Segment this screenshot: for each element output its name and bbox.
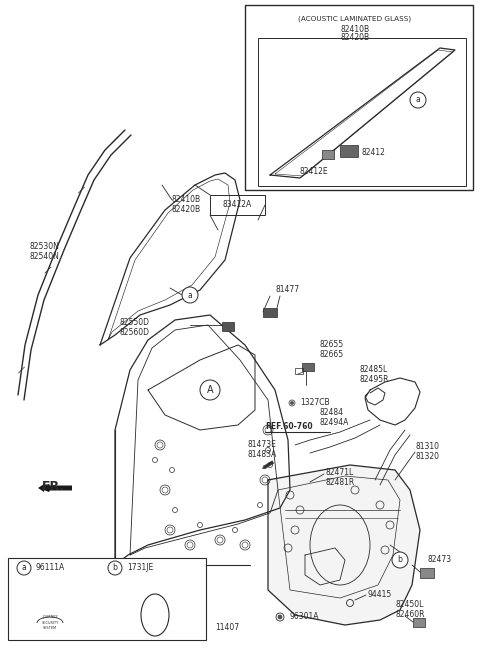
Circle shape bbox=[200, 380, 220, 400]
Text: 82412E: 82412E bbox=[300, 167, 329, 176]
Text: 96111A: 96111A bbox=[36, 563, 65, 572]
Text: 81473E
81483A: 81473E 81483A bbox=[248, 440, 277, 460]
Text: 82420B: 82420B bbox=[340, 33, 370, 42]
Text: 82485L
82495R: 82485L 82495R bbox=[360, 365, 389, 384]
Text: A: A bbox=[207, 385, 213, 395]
Text: 82412: 82412 bbox=[362, 148, 386, 157]
Text: a: a bbox=[416, 96, 420, 105]
Text: a: a bbox=[22, 564, 26, 572]
Text: 96301A: 96301A bbox=[290, 612, 320, 621]
Text: 82410B
82420B: 82410B 82420B bbox=[172, 195, 201, 214]
Text: a: a bbox=[188, 290, 192, 299]
Text: 11407: 11407 bbox=[215, 623, 239, 632]
Bar bbox=[295, 368, 303, 374]
Text: FR.: FR. bbox=[42, 480, 65, 493]
Text: 1731JE: 1731JE bbox=[127, 563, 153, 572]
Bar bbox=[302, 363, 314, 371]
Text: 81477: 81477 bbox=[275, 285, 299, 294]
Text: 83412A: 83412A bbox=[222, 200, 252, 209]
Circle shape bbox=[278, 615, 282, 619]
Text: 82484
82494A: 82484 82494A bbox=[320, 408, 349, 428]
Text: (ACOUSTIC LAMINATED GLASS): (ACOUSTIC LAMINATED GLASS) bbox=[299, 15, 411, 21]
Circle shape bbox=[410, 92, 426, 108]
Text: JOURNEY: JOURNEY bbox=[42, 615, 58, 619]
Circle shape bbox=[17, 561, 31, 575]
Bar bbox=[322, 150, 334, 159]
Polygon shape bbox=[268, 465, 420, 625]
Text: 81310
81320: 81310 81320 bbox=[415, 442, 439, 462]
Bar bbox=[245, 5, 473, 190]
Text: b: b bbox=[397, 555, 402, 564]
FancyArrow shape bbox=[263, 461, 274, 469]
Text: 82410B: 82410B bbox=[340, 25, 370, 34]
Text: SECURITY: SECURITY bbox=[41, 621, 59, 625]
Circle shape bbox=[290, 402, 293, 404]
Bar bbox=[222, 322, 234, 331]
FancyArrow shape bbox=[38, 484, 72, 492]
Text: 82471L
82481R: 82471L 82481R bbox=[325, 468, 354, 488]
Text: 94415: 94415 bbox=[368, 590, 392, 599]
Text: 82530N
82540N: 82530N 82540N bbox=[30, 242, 60, 262]
Text: 82450L
82460R: 82450L 82460R bbox=[395, 600, 424, 619]
Bar bbox=[210, 195, 265, 215]
Text: 82655
82665: 82655 82665 bbox=[320, 340, 344, 359]
Text: 82473: 82473 bbox=[428, 555, 452, 564]
Text: 82550D
82560D: 82550D 82560D bbox=[120, 318, 150, 337]
Text: SYSTEM: SYSTEM bbox=[43, 626, 57, 630]
Text: 1327CB: 1327CB bbox=[300, 398, 330, 407]
Bar bbox=[263, 308, 277, 317]
Circle shape bbox=[108, 561, 122, 575]
Text: REF.60-760: REF.60-760 bbox=[265, 422, 312, 431]
Circle shape bbox=[182, 287, 198, 303]
Bar bbox=[258, 38, 466, 186]
Bar bbox=[420, 568, 434, 578]
Bar bbox=[413, 618, 425, 627]
Circle shape bbox=[392, 552, 408, 568]
Text: b: b bbox=[113, 564, 118, 572]
Bar bbox=[340, 145, 358, 157]
Bar bbox=[8, 558, 206, 640]
